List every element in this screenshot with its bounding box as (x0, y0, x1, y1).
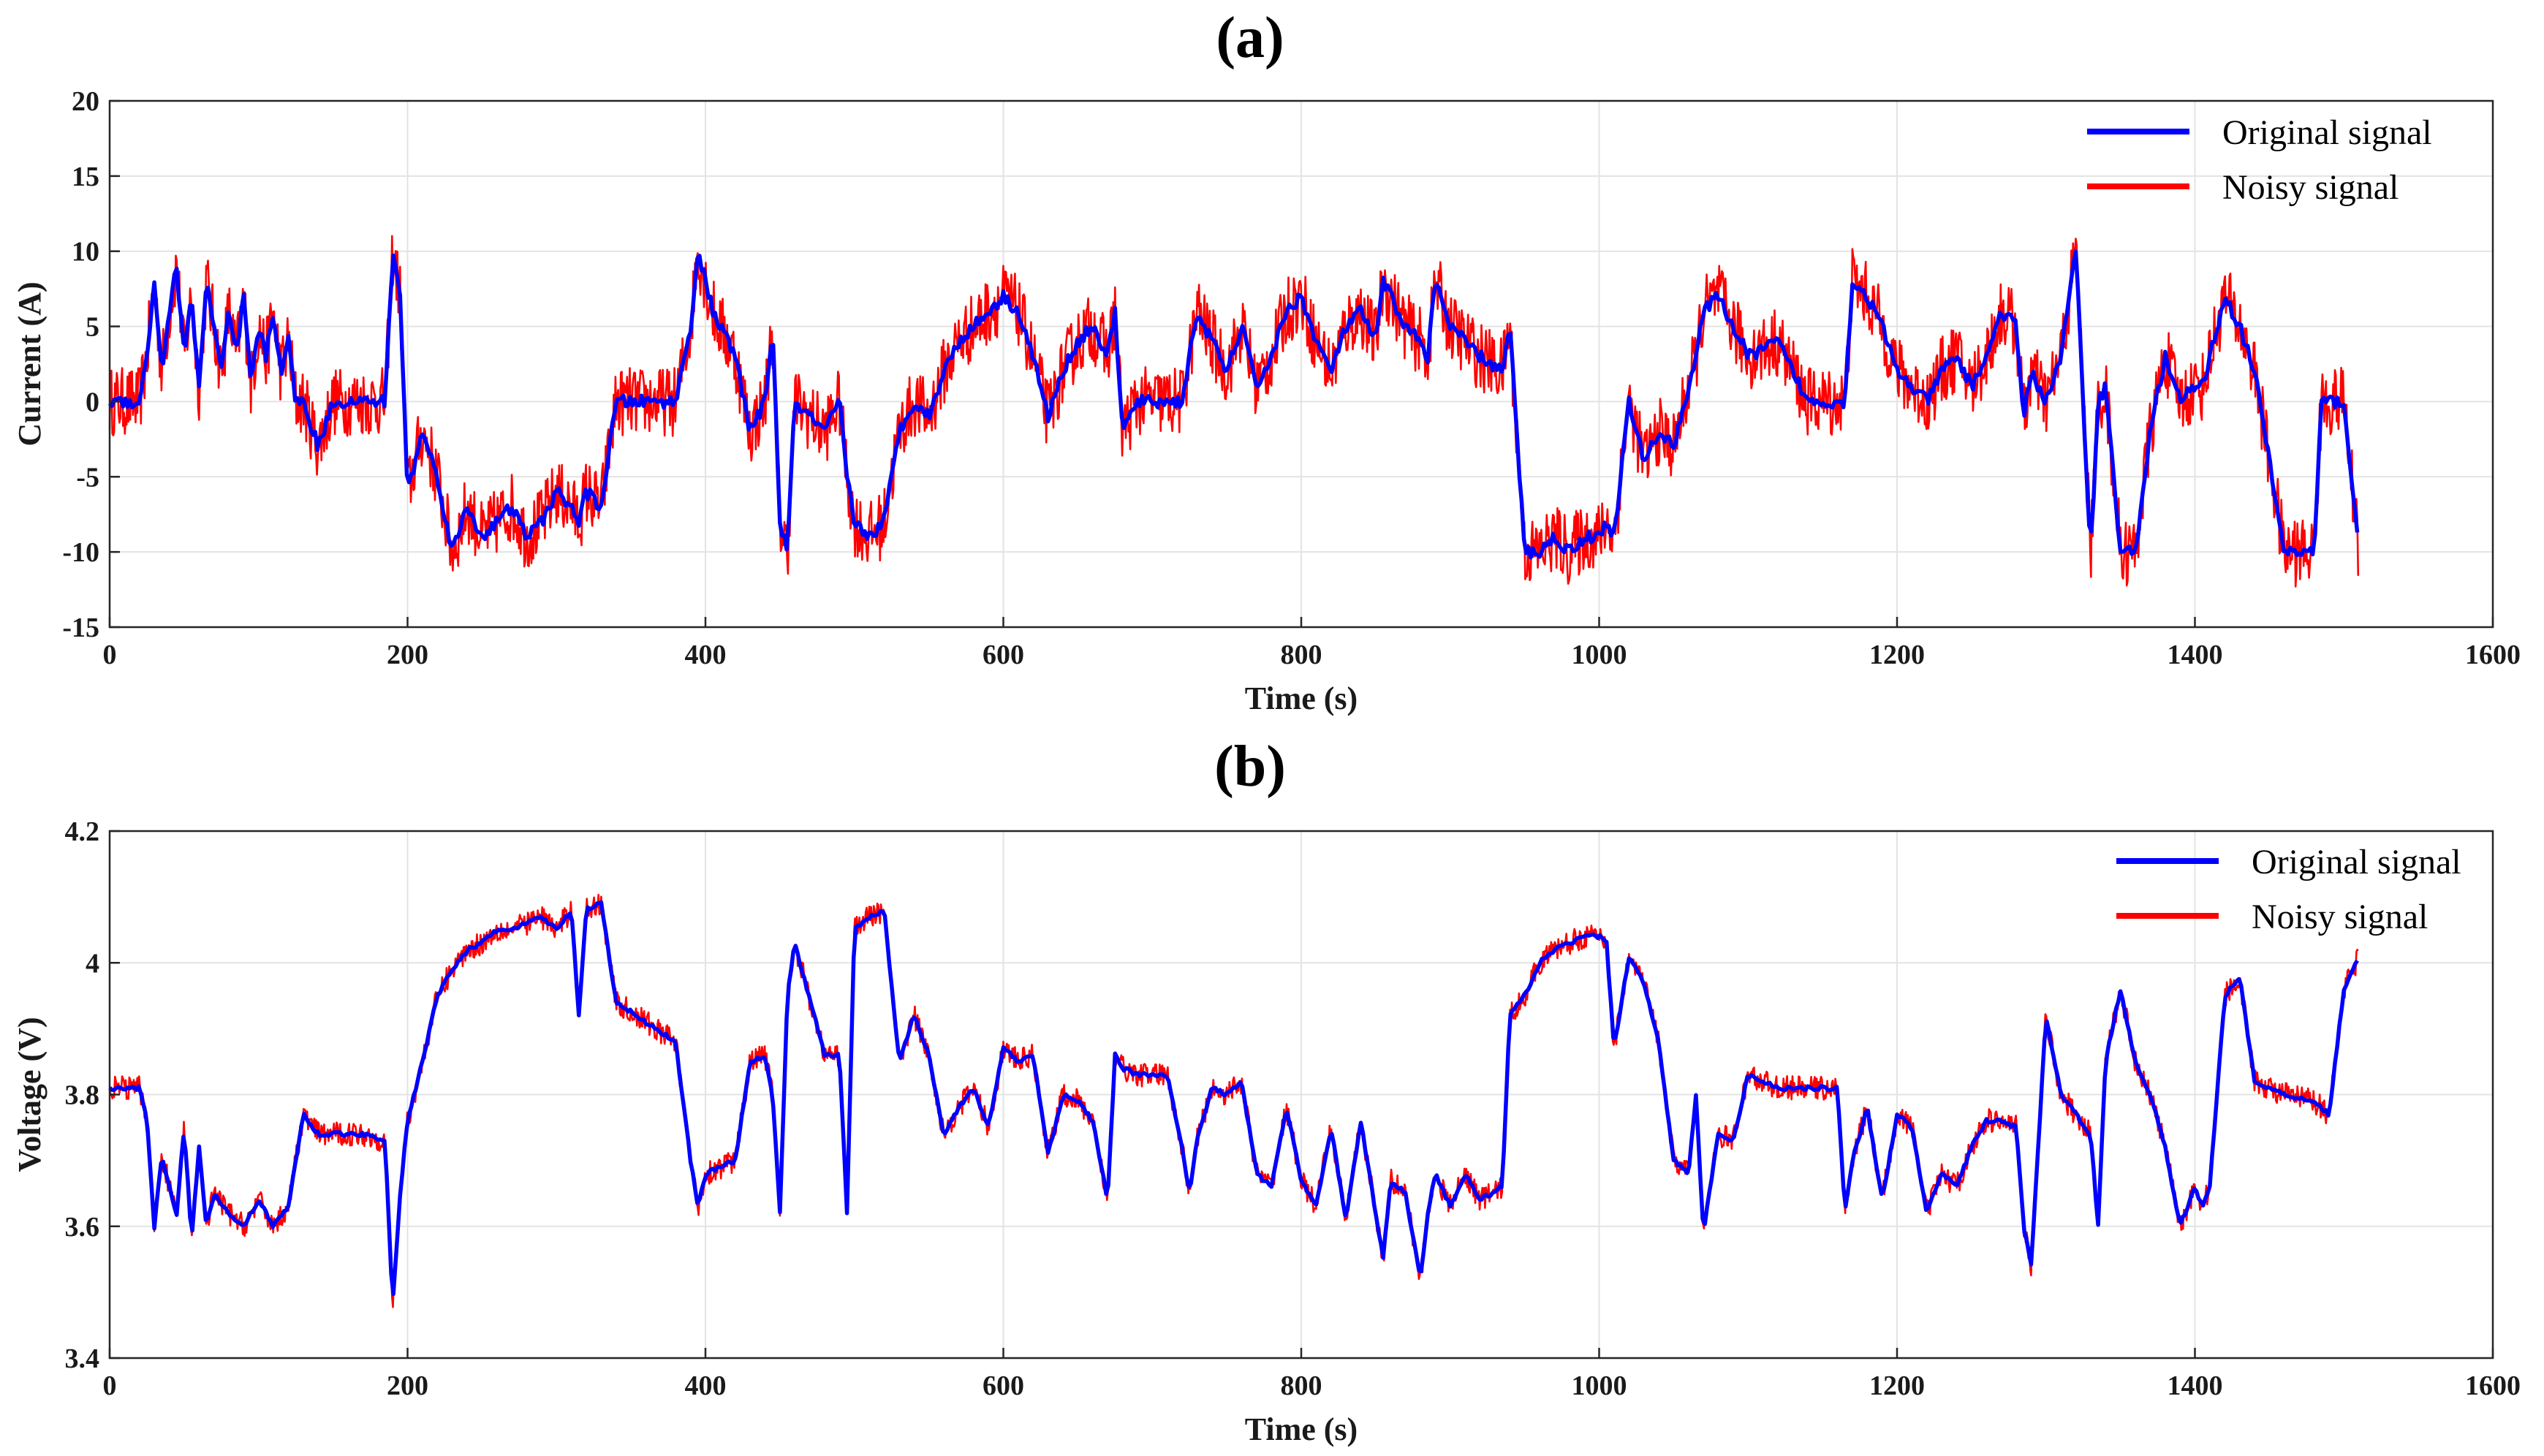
y-tick-label-a: -10 (62, 537, 99, 568)
x-tick-label-b: 800 (1281, 1370, 1322, 1401)
y-tick-label-b: 3.8 (65, 1080, 100, 1111)
legend-label-original-b: Original signal (2252, 843, 2461, 881)
x-axis-label-a: Time (s) (1245, 680, 1358, 716)
x-tick-label-a: 400 (685, 640, 727, 670)
y-tick-label-b: 4 (86, 948, 99, 979)
plot-area-a (107, 235, 2360, 588)
x-tick-label-a: 800 (1281, 640, 1322, 670)
panel-title-b: (b) (1214, 735, 1286, 799)
chart-panel-b: (b) 0 200 400 600 800 1000 1200 1400 1600 3.4 3.6 3… (12, 735, 2521, 1447)
y-tick-label-b: 4.2 (65, 816, 100, 847)
x-tick-label-b: 600 (983, 1370, 1024, 1401)
x-axis-label-b: Time (s) (1245, 1411, 1358, 1447)
y-tick-label-a: 5 (86, 312, 99, 343)
ticks-b: 0 200 400 600 800 1000 1200 1400 1600 3.4 3.6 3.8 4 4… (65, 816, 2521, 1401)
series-noisy-signal-a (108, 235, 2360, 588)
y-tick-label-a: 10 (72, 237, 99, 268)
x-tick-label-b: 1000 (1572, 1370, 1627, 1401)
y-tick-label-a: 20 (72, 86, 99, 117)
y-tick-label-a: -5 (76, 462, 99, 493)
x-tick-label-a: 1200 (1869, 640, 1925, 670)
y-tick-label-b: 3.6 (65, 1212, 100, 1243)
series-original-signal-a (107, 249, 2360, 560)
legend-label-noisy-b: Noisy signal (2252, 898, 2428, 936)
legend-label-original-a: Original signal (2222, 113, 2432, 152)
plot-area-b (108, 893, 2359, 1308)
y-axis-label-b: Voltage (V) (12, 1017, 48, 1172)
x-tick-label-b: 400 (685, 1370, 727, 1401)
legend-label-noisy-a: Noisy signal (2222, 168, 2399, 207)
series-original-signal-b (108, 900, 2359, 1297)
y-tick-label-a: 15 (72, 162, 99, 192)
legend-b: Original signal Noisy signal (2116, 843, 2461, 936)
x-tick-label-b: 0 (103, 1370, 117, 1401)
legend-a: Original signal Noisy signal (2087, 113, 2432, 207)
chart-panel-a: (a) 0 200 400 600 800 1000 1200 1400 1600-15-10-… (12, 6, 2521, 716)
y-axis-label-a: Current (A) (12, 281, 48, 446)
y-tick-label-b: 3.4 (65, 1343, 100, 1374)
x-tick-label-a: 0 (103, 640, 117, 670)
panel-title-a: (a) (1216, 6, 1284, 70)
y-tick-label-a: -15 (62, 613, 99, 643)
ticks-a: 0 200 400 600 800 1000 1200 1400 1600 -15 -10 -5 0 5 1… (62, 86, 2521, 670)
x-tick-label-a: 1000 (1572, 640, 1627, 670)
y-tick-label-a: 0 (86, 387, 99, 417)
x-tick-label-a: 1600 (2465, 640, 2521, 670)
x-tick-label-a: 600 (983, 640, 1024, 670)
x-tick-label-a: 1400 (2168, 640, 2223, 670)
x-tick-label-b: 1600 (2465, 1370, 2521, 1401)
x-tick-label-b: 1200 (1869, 1370, 1925, 1401)
x-tick-label-a: 200 (387, 640, 428, 670)
x-tick-label-b: 200 (387, 1370, 428, 1401)
x-tick-label-b: 1400 (2168, 1370, 2223, 1401)
